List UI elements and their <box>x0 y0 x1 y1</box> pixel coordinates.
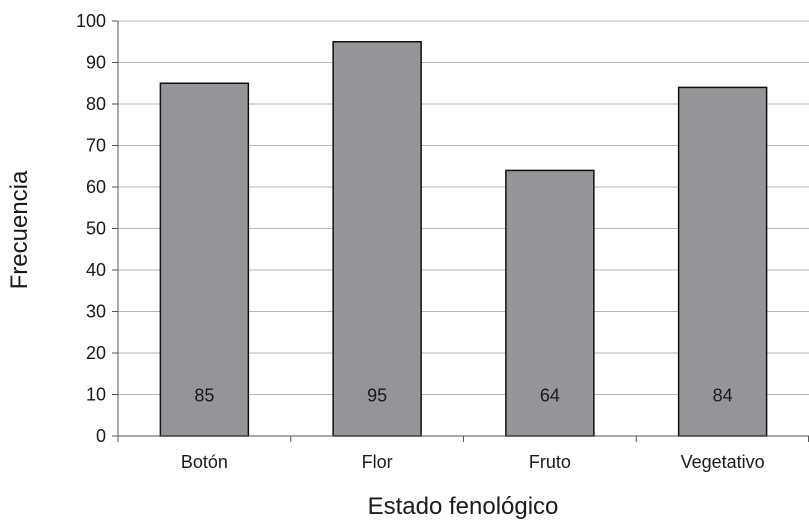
bar-vegetativo <box>677 86 768 437</box>
y-tick-label: 90 <box>86 53 106 73</box>
bar-flor <box>332 41 422 437</box>
data-label: 95 <box>367 386 387 406</box>
y-tick-label: 10 <box>86 385 106 405</box>
x-tick-label: Vegetativo <box>681 452 765 472</box>
x-tick-labels: Botón Flor Fruto Vegetativo <box>117 436 809 472</box>
y-tick-label: 0 <box>96 426 106 446</box>
bars <box>159 41 768 437</box>
y-tick-label: 60 <box>86 177 106 197</box>
y-tick-label: 100 <box>76 11 106 31</box>
x-tick-label: Botón <box>181 452 228 472</box>
y-tick-label: 40 <box>86 260 106 280</box>
data-labels: 85 95 64 84 <box>194 386 732 406</box>
y-tick-label: 70 <box>86 136 106 156</box>
data-label: 84 <box>713 386 733 406</box>
x-tick-label: Flor <box>362 452 393 472</box>
x-tick-label: Fruto <box>529 452 571 472</box>
bar-fruto <box>505 169 595 437</box>
y-tick-label: 20 <box>86 343 106 363</box>
x-axis-title: Estado fenológico <box>368 493 559 520</box>
y-tick-label: 30 <box>86 302 106 322</box>
bar-botón <box>159 82 250 437</box>
data-label: 64 <box>540 386 560 406</box>
y-axis-title: Frecuencia <box>6 170 33 289</box>
y-tick-label: 80 <box>86 94 106 114</box>
data-label: 85 <box>194 386 214 406</box>
y-tick-labels: 0 10 20 30 40 50 60 70 80 90 100 <box>76 11 118 446</box>
y-tick-label: 50 <box>86 219 106 239</box>
